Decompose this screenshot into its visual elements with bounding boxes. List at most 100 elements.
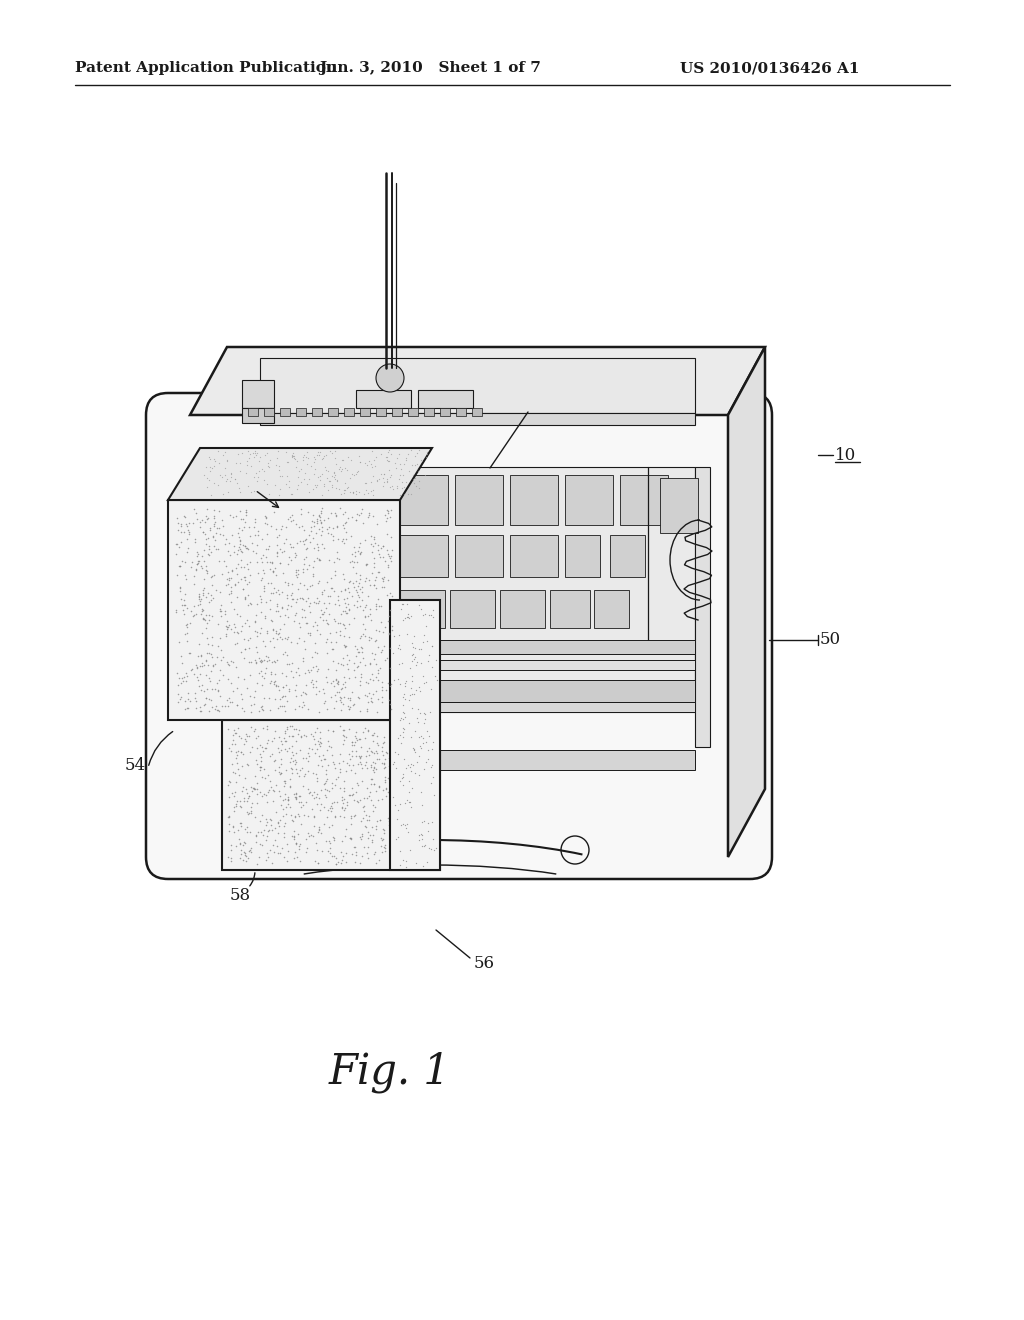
Point	[306, 807, 323, 828]
Point	[322, 593, 338, 614]
Point	[351, 751, 368, 772]
Point	[238, 500, 254, 521]
Point	[279, 451, 295, 473]
Point	[354, 647, 371, 668]
Point	[291, 836, 307, 857]
Point	[418, 833, 434, 854]
Point	[359, 758, 376, 779]
Point	[378, 680, 394, 701]
Bar	[356, 389, 411, 408]
Point	[255, 825, 271, 846]
Point	[339, 447, 355, 469]
Point	[337, 479, 353, 500]
Point	[259, 474, 275, 495]
Point	[332, 624, 348, 645]
Point	[402, 797, 419, 818]
Point	[309, 540, 326, 561]
Point	[341, 784, 357, 805]
Point	[326, 462, 342, 483]
Point	[385, 754, 401, 775]
Point	[295, 681, 311, 702]
Point	[270, 623, 287, 644]
Point	[180, 537, 197, 558]
Point	[268, 836, 285, 857]
Point	[288, 833, 304, 854]
Point	[242, 444, 258, 465]
Point	[293, 813, 309, 834]
Bar	[450, 590, 495, 628]
Point	[410, 721, 426, 742]
Point	[194, 546, 210, 568]
Point	[305, 537, 322, 558]
Point	[386, 735, 402, 756]
Point	[325, 477, 341, 498]
Point	[385, 479, 401, 500]
Point	[224, 524, 241, 545]
Point	[411, 594, 427, 615]
Point	[267, 651, 284, 672]
Point	[288, 543, 304, 564]
Point	[352, 543, 369, 564]
Point	[420, 748, 436, 770]
Point	[212, 524, 228, 545]
Point	[194, 558, 210, 579]
Point	[307, 833, 324, 854]
Point	[241, 785, 257, 807]
Point	[352, 754, 369, 775]
Point	[299, 558, 315, 579]
Point	[393, 652, 410, 673]
Point	[197, 524, 213, 545]
Point	[328, 631, 344, 652]
Point	[240, 539, 256, 560]
Point	[288, 787, 304, 808]
Point	[231, 529, 248, 550]
Point	[418, 836, 434, 857]
Point	[376, 463, 392, 484]
Point	[298, 792, 314, 813]
Point	[414, 743, 430, 764]
Point	[362, 825, 379, 846]
Point	[284, 826, 300, 847]
Point	[375, 829, 391, 850]
Point	[298, 747, 314, 768]
Point	[230, 527, 247, 548]
Point	[230, 667, 247, 688]
Point	[359, 719, 376, 741]
Point	[253, 548, 269, 569]
Point	[311, 549, 328, 570]
Point	[367, 574, 383, 595]
Point	[426, 800, 442, 821]
Point	[393, 759, 410, 780]
Point	[377, 770, 393, 791]
Point	[378, 511, 394, 532]
Point	[199, 510, 215, 531]
Point	[189, 657, 206, 678]
Point	[400, 850, 417, 871]
Point	[344, 746, 360, 767]
Point	[342, 697, 358, 718]
Point	[272, 466, 289, 487]
Point	[367, 631, 383, 652]
Point	[366, 548, 382, 569]
Point	[312, 822, 329, 843]
Point	[322, 586, 338, 607]
Point	[275, 776, 292, 797]
Point	[206, 513, 222, 535]
Point	[288, 513, 304, 535]
Point	[364, 725, 380, 746]
Point	[369, 681, 385, 702]
Point	[170, 675, 186, 696]
Point	[251, 663, 267, 684]
Point	[237, 556, 253, 577]
Point	[407, 748, 423, 770]
Bar	[472, 408, 482, 416]
Point	[362, 741, 379, 762]
Point	[272, 754, 289, 775]
Point	[251, 648, 267, 669]
Bar	[250, 553, 278, 573]
Point	[359, 700, 376, 721]
Point	[289, 479, 305, 500]
Point	[228, 657, 245, 678]
Point	[379, 507, 395, 528]
Point	[326, 754, 342, 775]
